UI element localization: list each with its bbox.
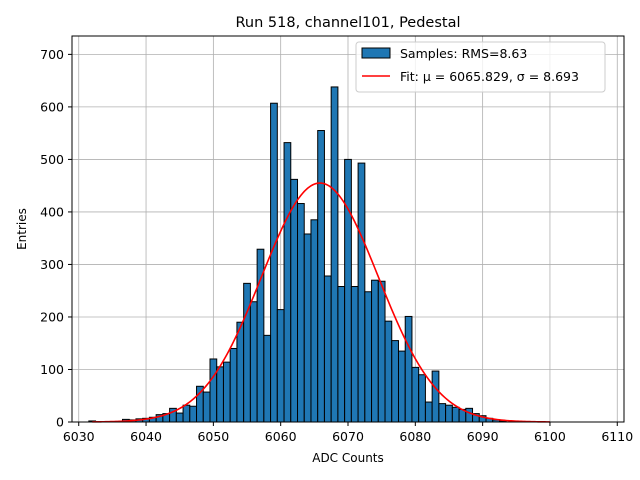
histogram-bar: [431, 370, 440, 423]
histogram-bars: [88, 86, 507, 423]
histogram-bar: [297, 203, 305, 423]
legend: Samples: RMS=8.63 Fit: μ = 6065.829, σ =…: [355, 41, 606, 93]
histogram-bar: [323, 275, 332, 423]
histogram-bar: [189, 405, 198, 423]
legend-samples-label: Samples: RMS=8.63: [400, 46, 527, 61]
histogram-bar: [290, 178, 299, 423]
x-tick-label: 6040: [130, 429, 162, 444]
histogram-bar: [344, 158, 352, 423]
histogram-bar: [263, 334, 272, 423]
histogram-bar: [404, 315, 413, 423]
histogram-bar: [364, 291, 373, 423]
histogram-bar: [357, 162, 366, 423]
histogram-bar: [465, 407, 474, 423]
y-tick-label: 300: [40, 257, 64, 272]
x-tick-label: 6060: [265, 429, 297, 444]
histogram-bar: [377, 280, 386, 423]
histogram-bar: [202, 391, 211, 423]
y-axis: 0 100 200 300 400 500 600 700: [40, 47, 72, 430]
histogram-bar: [451, 406, 460, 423]
x-tick-label: 6110: [601, 429, 633, 444]
histogram-bar: [337, 286, 346, 423]
chart-title: Run 518, channel101, Pedestal: [235, 15, 460, 31]
histogram-bar: [424, 401, 433, 423]
x-tick-label: 6100: [534, 429, 566, 444]
x-tick-label: 6070: [332, 429, 364, 444]
histogram-bar: [276, 309, 285, 423]
histogram-bar: [330, 86, 339, 423]
histogram-bar: [317, 130, 325, 423]
histogram-bar: [283, 142, 292, 423]
histogram-bar: [196, 385, 204, 423]
y-axis-label: Entries: [15, 208, 29, 250]
histogram-bar: [249, 301, 258, 423]
x-axis-label: ADC Counts: [312, 451, 384, 465]
histogram-bar: [438, 403, 447, 423]
histogram-bar: [209, 358, 218, 423]
legend-fit-label: Fit: μ = 6065.829, σ = 8.693: [400, 69, 579, 84]
histogram-bar: [411, 366, 420, 423]
x-tick-label: 6050: [197, 429, 229, 444]
histogram-bar: [243, 282, 251, 423]
x-tick-label: 6080: [399, 429, 431, 444]
legend-box: [355, 41, 606, 93]
legend-samples-swatch: [361, 47, 391, 59]
y-tick-label: 500: [40, 152, 64, 167]
x-tick-label: 6090: [467, 429, 499, 444]
histogram-bar: [175, 412, 184, 423]
histogram-bar: [384, 320, 393, 423]
histogram-bar: [445, 404, 453, 423]
histogram-bar: [418, 374, 426, 423]
histogram-bar: [182, 404, 191, 423]
histogram-bar: [391, 340, 399, 423]
y-tick-label: 600: [40, 99, 64, 114]
histogram-bar: [350, 286, 359, 423]
y-tick-label: 200: [40, 309, 64, 324]
y-tick-label: 100: [40, 362, 64, 377]
histogram-bar: [229, 347, 238, 423]
histogram-bar: [303, 233, 312, 423]
x-tick-label: 6030: [63, 429, 95, 444]
y-tick-label: 0: [56, 415, 64, 430]
histogram-bar: [310, 219, 319, 423]
histogram-bar: [236, 321, 245, 423]
y-tick-label: 400: [40, 204, 64, 219]
histogram-bar: [216, 366, 224, 423]
histogram-bar: [397, 350, 406, 423]
gaussian-fit-curve: [92, 182, 550, 423]
x-axis: 6030 6040 6050 6060 6070 6080 6090 6100 6110: [63, 422, 633, 444]
histogram-bar: [270, 102, 278, 423]
histogram-bar: [371, 279, 379, 423]
y-tick-label: 700: [40, 47, 64, 62]
histogram-bar: [222, 361, 231, 423]
